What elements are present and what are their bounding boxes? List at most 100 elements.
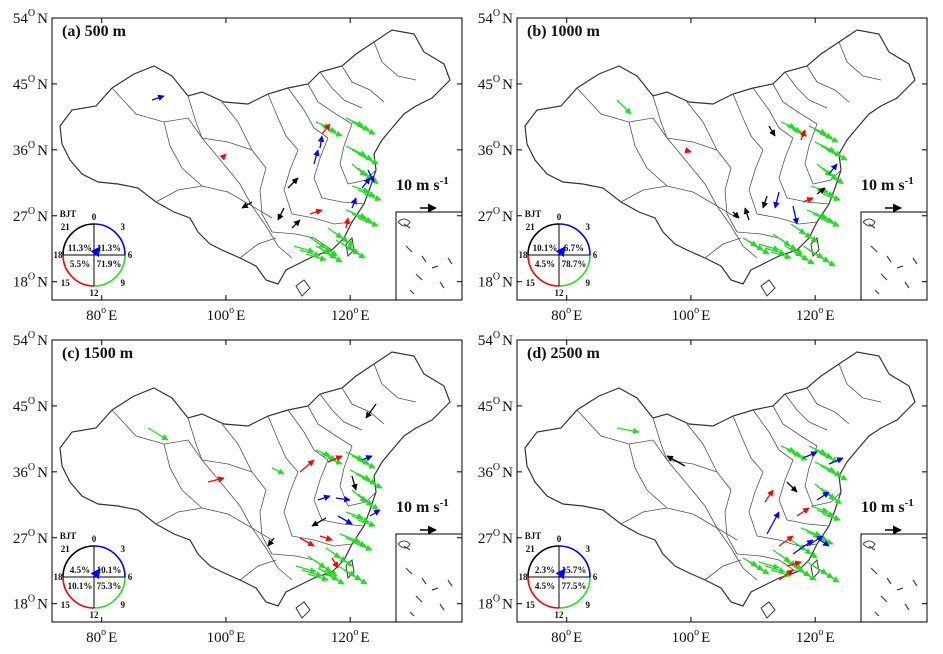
wind-vector [820,465,842,477]
percent-q12_18: 5.5% [70,259,90,269]
province-border [221,101,267,169]
clock-title: BJT [525,209,542,219]
percent-q12_18: 4.5% [535,259,555,269]
wind-vector [786,449,802,457]
china-map [59,351,451,619]
wind-vector [828,163,838,175]
wind-vector [327,455,343,463]
y-tick-label: 27O N [13,206,48,225]
province-border [155,185,273,219]
island-outline [810,558,820,580]
x-tick-label: 100o E [672,627,711,646]
wind-vector [802,451,818,459]
wind-vector [305,253,327,262]
province-border [319,393,363,431]
province-border [620,507,738,541]
percent-q06_12: 75.3% [97,581,122,591]
province-border [752,87,794,139]
wind-vector [820,145,842,157]
wind-vector [761,195,768,209]
wind-vector [267,537,275,547]
province-border [716,205,758,259]
wind-vector [780,121,796,129]
island-dash [405,567,413,575]
wind-vector [319,563,338,577]
scale-label: 10 m s-1 [396,175,449,194]
province-border [806,387,850,425]
wind-vector [345,145,367,157]
wind-vector [764,565,786,574]
island-dash [874,611,880,617]
province-border [756,213,818,225]
province-border [373,41,417,81]
province-border [163,121,203,187]
clock-hour-label: 21 [61,544,71,554]
province-border [251,205,293,259]
clock-hand [90,568,101,580]
clock-hour-label: 12 [555,288,565,298]
province-border [321,519,365,527]
province-border [620,185,738,219]
island-dash [886,255,892,263]
clock-hour-label: 12 [555,610,565,620]
wind-vector [345,117,364,127]
percent-q06_12: 78.7% [562,259,587,269]
percent-q18_24: 11.3% [68,243,92,253]
y-tick-label: 54O N [13,330,48,349]
wind-vector [786,125,802,133]
island-dash [431,265,439,269]
island-dash [874,289,880,295]
y-tick-label: 27O N [13,528,48,547]
province-border [291,535,353,547]
clock-hour-label: 18 [519,572,529,582]
province-border [784,71,828,109]
wind-vector [351,213,373,223]
clock-hour-label: 21 [61,222,71,232]
wind-vector [732,211,740,219]
province-border [307,405,353,447]
province-border [752,409,794,461]
wind-vector [357,153,379,165]
clock-hour-label: 18 [519,250,529,260]
province-border [686,423,732,491]
map-panel-a: 10 m s-1 (a) 500 m 80o E 100o E 120o E 54O N 45O N 3… [13,8,463,324]
wind-vector [361,477,383,489]
wind-vector [806,535,824,547]
percent-q06_12: 71.9% [97,259,122,269]
wind-vector [365,403,377,419]
province-border [319,71,363,109]
wind-vector [814,483,830,497]
clock-hour-label: 18 [54,250,64,260]
province-border [804,123,818,185]
island-dash [439,603,445,611]
panel-frame [516,339,928,623]
clock-hand [555,568,566,580]
island-outline [760,601,776,619]
wind-vector [812,213,834,223]
province-border [772,83,818,125]
wind-vector [773,191,780,209]
wind-vector [770,251,792,260]
wind-vector [816,537,830,547]
wind-vector [301,569,323,578]
island-dash [870,245,878,253]
y-tick-label: 36O N [13,462,48,481]
wind-vector [307,573,329,582]
percent-q06_12: 77.5% [562,581,587,591]
province-border [772,405,818,447]
clock-hour-label: 21 [526,544,536,554]
y-tick-label: 54O N [478,330,513,349]
wind-vector [814,253,836,267]
wind-vector [802,197,814,204]
province-border [163,443,203,509]
province-border [271,553,333,573]
island-dash [896,587,904,591]
y-tick-label: 18O N [13,272,48,291]
wind-vector [361,455,373,462]
panel-title: (d) 2500 m [527,345,601,362]
wind-vector [343,217,351,229]
wind-vector [616,427,640,435]
province-border [732,415,764,473]
clock-hour-label: 0 [92,534,97,544]
